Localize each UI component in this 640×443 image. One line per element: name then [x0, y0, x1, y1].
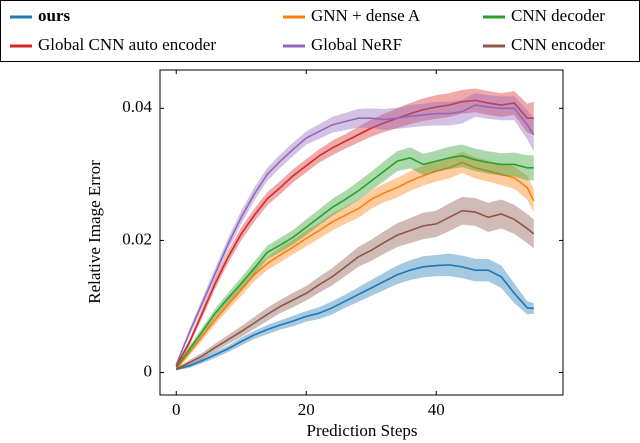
legend-label: CNN decoder — [511, 6, 605, 25]
x-axis-label: Prediction Steps — [307, 421, 418, 440]
series-line — [175, 99, 534, 367]
legend-box — [0, 0, 640, 62]
x-tick-label: 20 — [298, 400, 315, 419]
error-band — [176, 253, 534, 371]
series-line — [175, 155, 534, 368]
series-line — [176, 264, 534, 371]
y-tick-label: 0 — [144, 361, 153, 380]
series-line — [175, 104, 535, 365]
x-tick-label: 0 — [172, 400, 181, 419]
legend-label: Global NeRF — [311, 35, 402, 54]
y-axis-label: Relative Image Error — [85, 160, 104, 304]
error-band — [176, 88, 534, 368]
legend-label: CNN encoder — [511, 35, 605, 54]
legend-label: ours — [38, 6, 71, 25]
legend-label: Global CNN auto encoder — [38, 35, 216, 54]
plot-frame — [159, 69, 564, 396]
legend-label: GNN + dense A — [311, 6, 421, 25]
y-tick-label: 0.04 — [122, 97, 152, 116]
series-line — [175, 161, 535, 370]
series-line — [175, 209, 535, 370]
error-band — [176, 144, 534, 369]
y-tick-label: 0.02 — [122, 229, 152, 248]
x-tick-label: 40 — [428, 400, 445, 419]
